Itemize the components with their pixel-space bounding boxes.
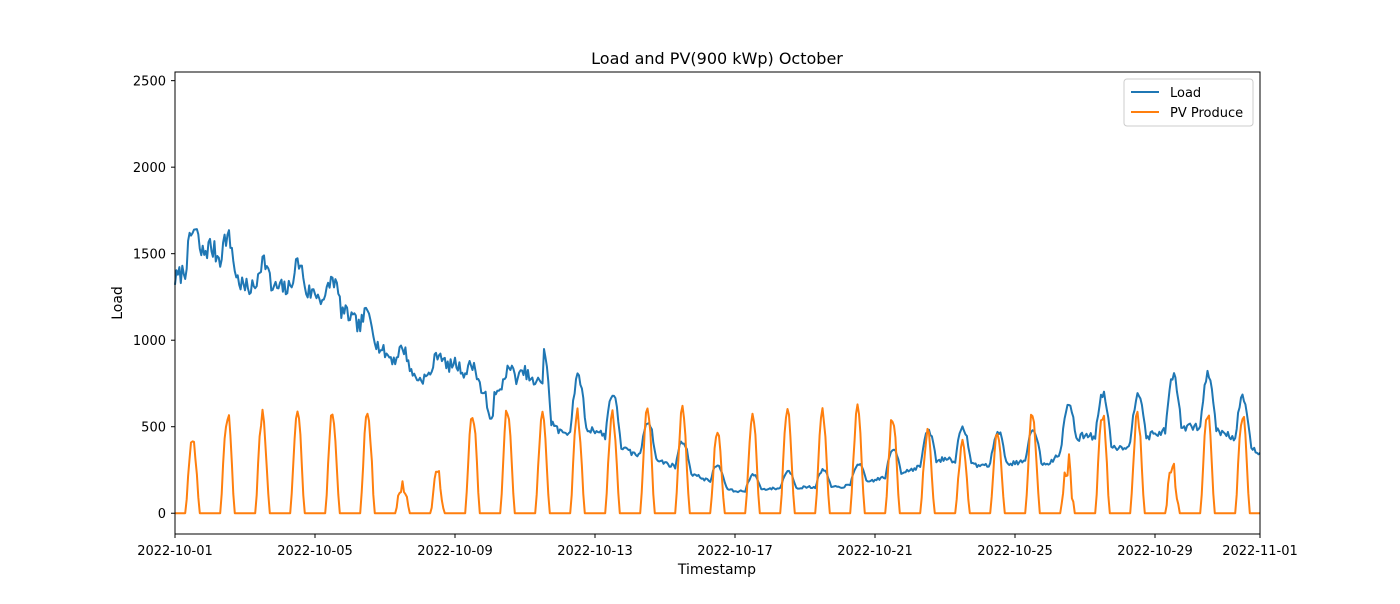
x-axis-label: Timestamp — [677, 562, 756, 578]
y-tick-label: 0 — [158, 507, 166, 522]
legend-label-pv-produce: PV Produce — [1170, 106, 1243, 121]
y-axis: 0 500 1000 1500 2000 2500 — [133, 75, 175, 522]
x-tick-label: 2022-10-25 — [977, 544, 1053, 559]
series-layer — [174, 228, 1261, 515]
x-axis: 2022-10-01 2022-10-05 2022-10-09 2022-10-13… — [137, 534, 1298, 559]
y-tick-label: 500 — [141, 421, 166, 436]
series-line-pv-produce — [175, 403, 1260, 515]
legend: Load PV Produce — [1123, 78, 1254, 127]
x-tick-label: 2022-10-09 — [417, 544, 493, 559]
y-tick-label: 1000 — [133, 334, 166, 349]
x-tick-label: 2022-10-21 — [837, 544, 913, 559]
legend-label-load: Load — [1170, 86, 1201, 101]
y-tick-label: 1500 — [133, 248, 166, 263]
x-tick-label: 2022-10-01 — [137, 544, 213, 559]
legend-box — [1123, 78, 1254, 127]
y-axis-label: Load — [110, 286, 126, 320]
x-tick-label: 2022-10-29 — [1117, 544, 1193, 559]
x-tick-label: 2022-11-01 — [1222, 544, 1298, 559]
x-tick-label: 2022-10-05 — [277, 544, 353, 559]
y-tick-label: 2500 — [133, 75, 166, 90]
x-tick-label: 2022-10-17 — [697, 544, 773, 559]
series-line-load — [174, 228, 1261, 494]
x-tick-label: 2022-10-13 — [557, 544, 633, 559]
y-tick-label: 2000 — [133, 161, 166, 176]
plot-frame — [174, 71, 1261, 535]
chart-title: Load and PV(900 kWp) October — [591, 49, 843, 68]
